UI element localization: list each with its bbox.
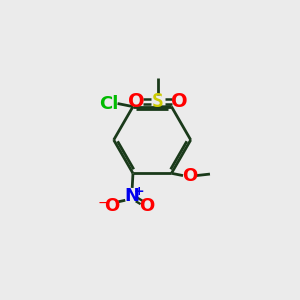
Text: N: N bbox=[124, 188, 139, 206]
Text: O: O bbox=[171, 92, 188, 111]
Text: O: O bbox=[128, 92, 144, 111]
Text: −: − bbox=[98, 196, 109, 210]
Text: O: O bbox=[139, 196, 154, 214]
Text: O: O bbox=[104, 196, 119, 214]
Text: O: O bbox=[182, 167, 198, 184]
Text: S: S bbox=[152, 92, 164, 111]
Text: Cl: Cl bbox=[99, 94, 118, 112]
Text: +: + bbox=[134, 184, 144, 197]
